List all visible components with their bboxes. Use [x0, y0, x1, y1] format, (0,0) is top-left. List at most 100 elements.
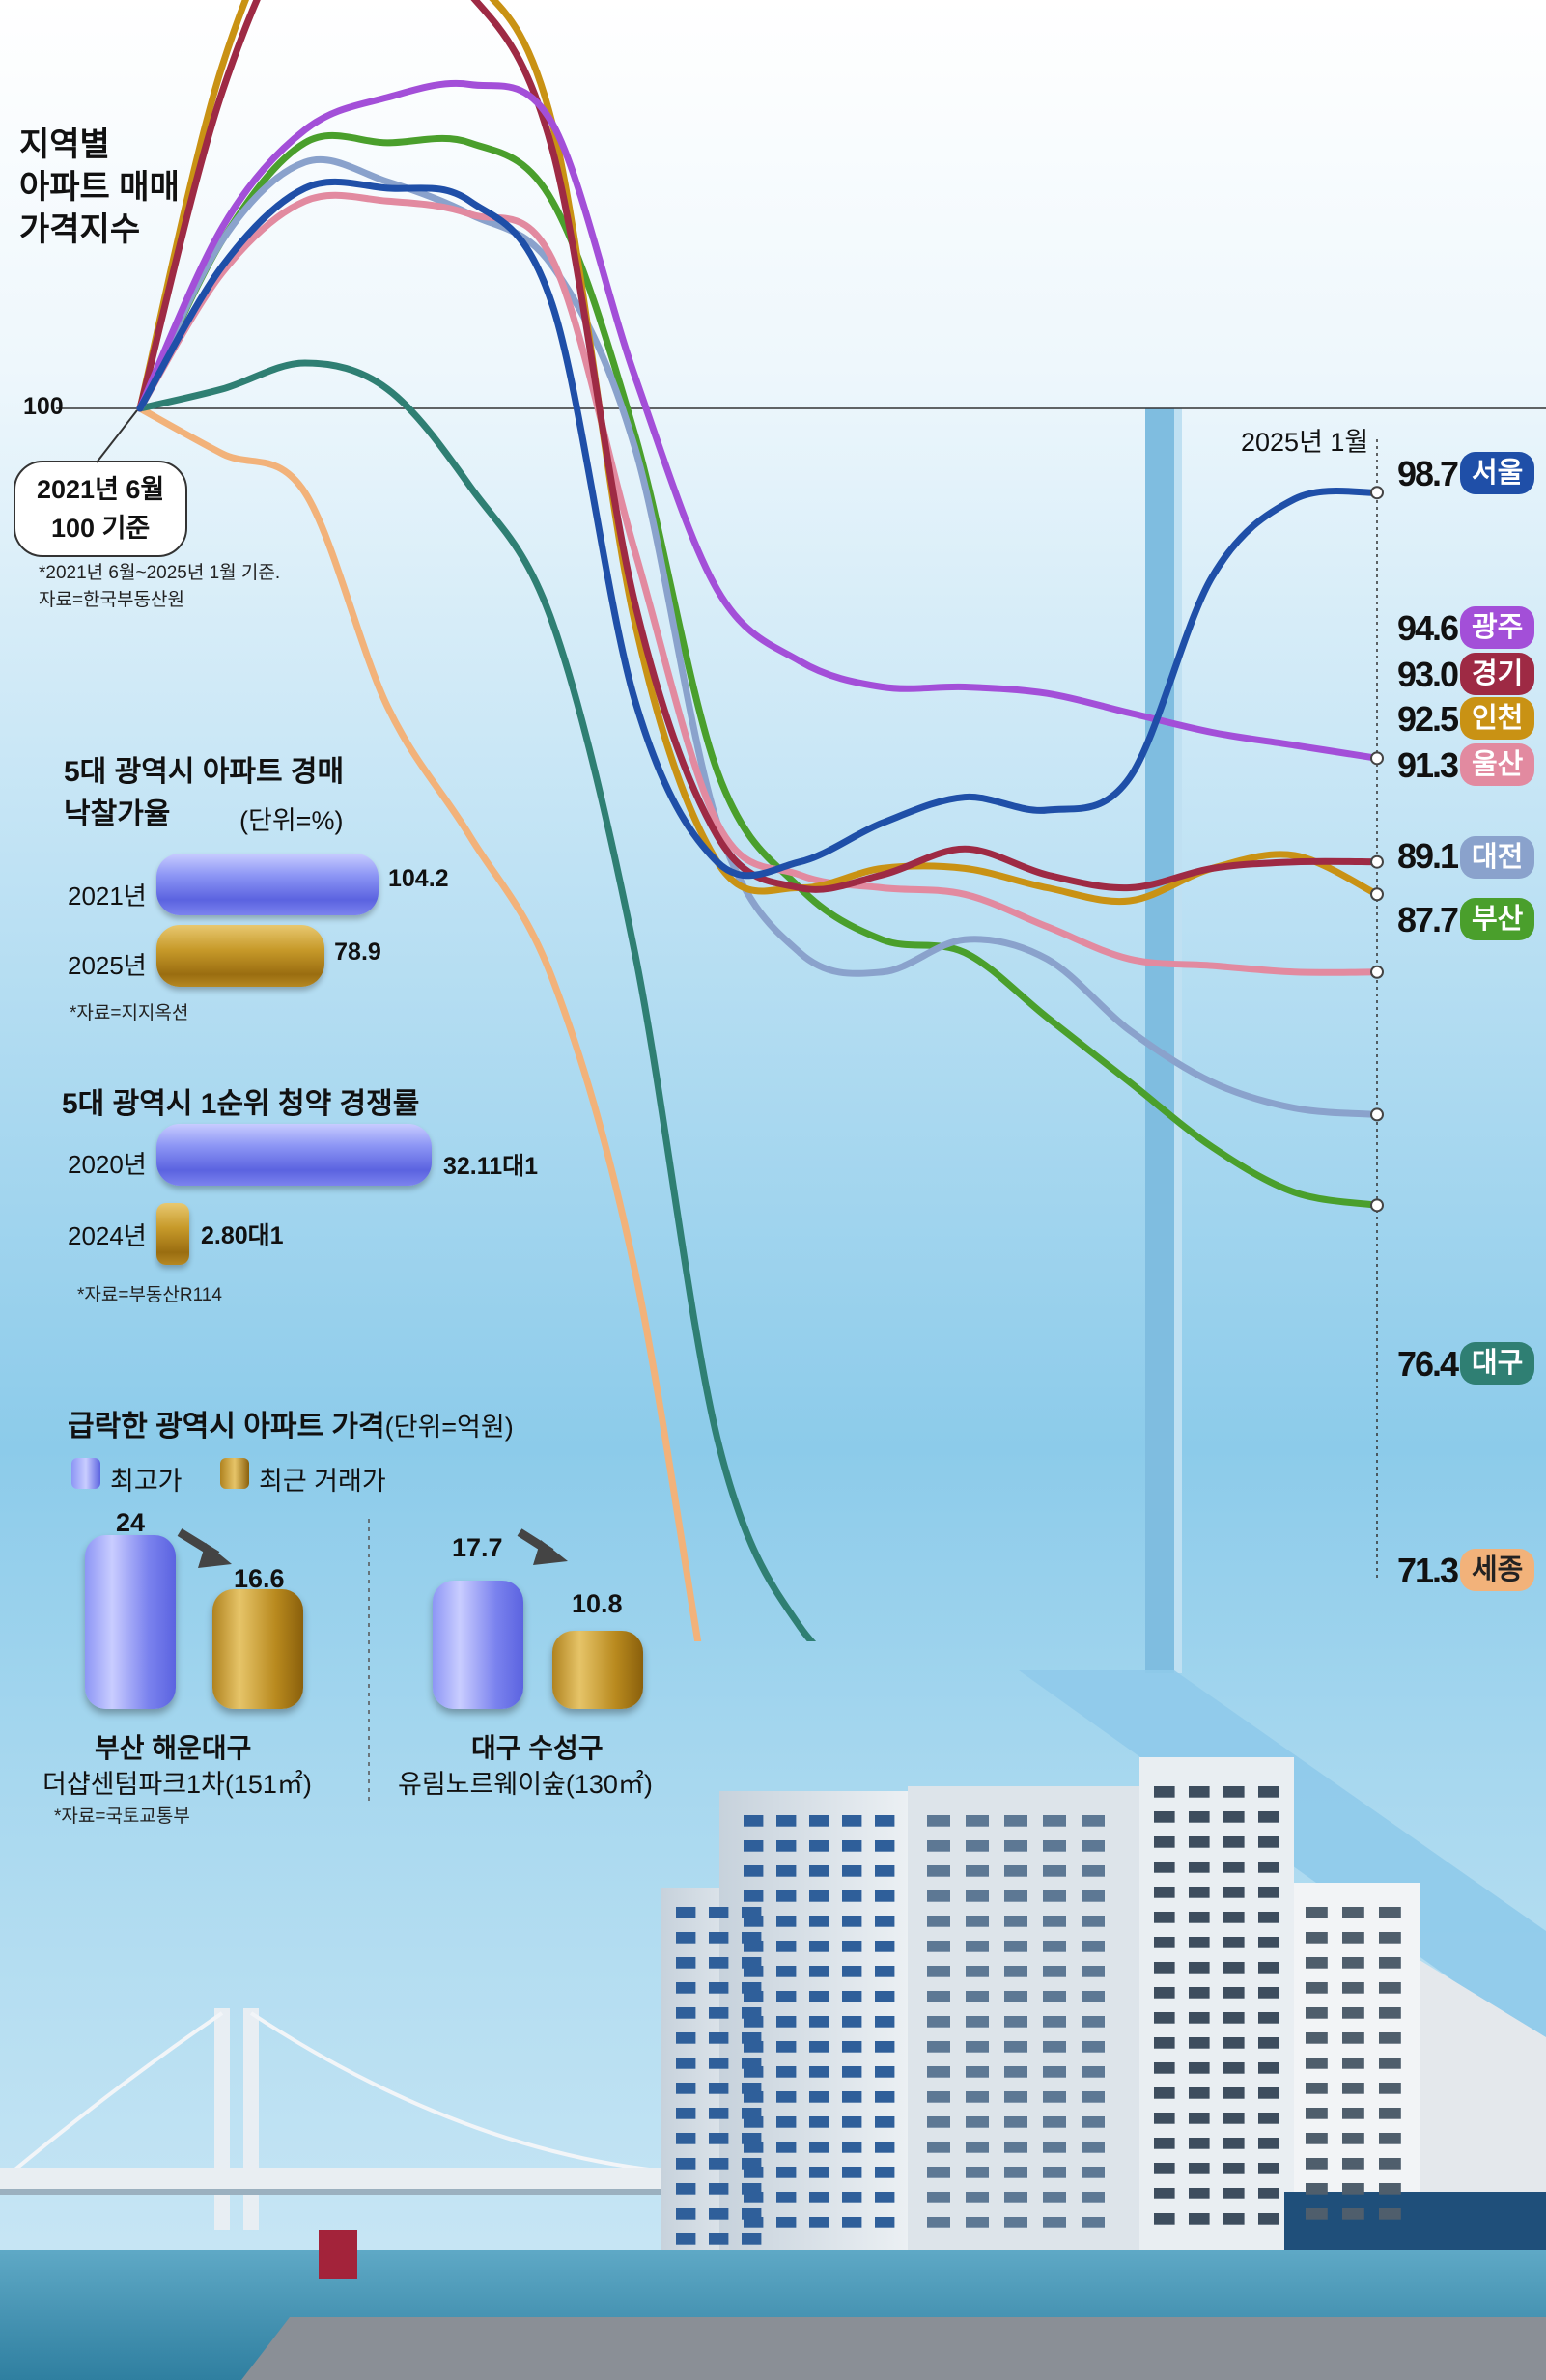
auction-value-2021: 104.2 [388, 865, 449, 892]
daegu-arrow-head [533, 1540, 568, 1565]
window [1004, 2041, 1027, 2053]
window [1082, 1991, 1105, 2002]
window [966, 1890, 989, 1902]
window [744, 2217, 764, 2228]
promenade [241, 2317, 1546, 2380]
title-line-3: 가격지수 [19, 211, 141, 248]
window [1082, 2066, 1105, 2078]
window [875, 1865, 895, 1877]
line-sejong [136, 405, 702, 1641]
window [776, 1865, 797, 1877]
window [927, 2142, 950, 2153]
window [1223, 1912, 1245, 1923]
window [1189, 1811, 1210, 1823]
window [1189, 1987, 1210, 1999]
footnote-line-1: *2021년 6월~2025년 1월 기준. [39, 563, 281, 583]
subscription-bar-2024 [156, 1203, 189, 1265]
value-daejeon: 89.1 [1397, 836, 1459, 876]
window [1082, 1840, 1105, 1852]
subscription-title: 5대 광역시 1순위 청약 경쟁률 [62, 1088, 420, 1120]
window [742, 1907, 762, 1918]
window [966, 1815, 989, 1827]
window [1043, 1991, 1066, 2002]
window [1306, 2133, 1328, 2144]
window [1189, 1786, 1210, 1798]
window [776, 2091, 797, 2103]
base-note-line-1: 2021년 6월 [37, 475, 165, 504]
window [966, 2066, 989, 2078]
window [676, 1907, 696, 1918]
window [1082, 2192, 1105, 2203]
window [1258, 1836, 1279, 1848]
window [1189, 1937, 1210, 1948]
window [709, 2158, 729, 2170]
window [842, 1941, 862, 1952]
window [1004, 2217, 1027, 2228]
price-drop-source: *자료=국토교통부 [54, 1806, 190, 1827]
window [744, 1991, 764, 2002]
window [927, 2217, 950, 2228]
window [1189, 2138, 1210, 2149]
window [1189, 1862, 1210, 1873]
window [744, 1890, 764, 1902]
window [709, 2183, 729, 2195]
window [1342, 2133, 1364, 2144]
window [776, 1991, 797, 2002]
window [1379, 2007, 1401, 2019]
window [1223, 2037, 1245, 2049]
window [742, 1932, 762, 1944]
subscription-cat-2024: 2024년 [68, 1221, 147, 1250]
window [1004, 2016, 1027, 2028]
window [1189, 2113, 1210, 2124]
window [676, 2158, 696, 2170]
value-daegu: 76.4 [1397, 1344, 1459, 1384]
busan-peak-bar [85, 1535, 176, 1709]
end-point-seoul [1370, 486, 1384, 500]
line-daegu [136, 359, 817, 1641]
window [776, 2066, 797, 2078]
legend-swatch-peak [71, 1458, 100, 1489]
window [744, 1966, 764, 1977]
window [1342, 1957, 1364, 1969]
window [1043, 2041, 1066, 2053]
window [1223, 2163, 1245, 2174]
window [1154, 1811, 1175, 1823]
window [776, 2192, 797, 2203]
window [842, 2217, 862, 2228]
subscription-source: *자료=부동산R114 [77, 1285, 222, 1305]
window [676, 2233, 696, 2245]
window [1258, 1962, 1279, 1974]
window [744, 1815, 764, 1827]
window [1342, 2158, 1364, 2170]
window [809, 2192, 829, 2203]
subscription-value-2020: 32.11대1 [443, 1153, 539, 1180]
window [1004, 2091, 1027, 2103]
end-point-ulsan [1370, 965, 1384, 979]
window [1082, 2142, 1105, 2153]
end-point-gwangju [1370, 751, 1384, 766]
window [1306, 2007, 1328, 2019]
window [1043, 1840, 1066, 1852]
window [875, 1916, 895, 1927]
window [776, 2016, 797, 2028]
busan-group-name: 부산 해운대구 [95, 1733, 252, 1763]
window [744, 1840, 764, 1852]
auction-value-2025: 78.9 [334, 938, 381, 966]
badge-gwangju: 광주 [1460, 606, 1535, 649]
badge-incheon: 인천 [1460, 697, 1535, 740]
value-gyeonggi: 93.0 [1397, 655, 1459, 694]
window [809, 2167, 829, 2178]
auction-cat-2021: 2021년 [68, 882, 147, 910]
window [875, 1840, 895, 1852]
wall-edge [1145, 408, 1174, 1673]
price-index-line-chart [56, 0, 1546, 1641]
window [1223, 1987, 1245, 1999]
window [1258, 2037, 1279, 2049]
window [1258, 1937, 1279, 1948]
baseline-label: 100 [23, 393, 64, 420]
window [1379, 2208, 1401, 2220]
window [1189, 1962, 1210, 1974]
window [1223, 2012, 1245, 2024]
